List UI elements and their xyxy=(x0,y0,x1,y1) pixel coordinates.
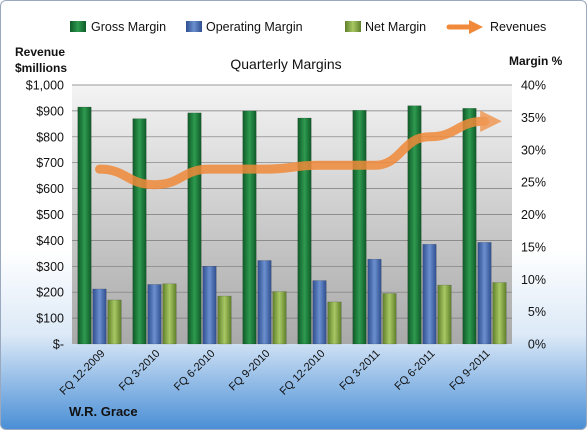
revenue-line xyxy=(95,110,502,190)
bar-gross-margin xyxy=(352,110,367,345)
bar-gross-margin xyxy=(77,106,92,345)
legend-item-revenues: Revenues xyxy=(446,20,546,34)
right-tick-label: 15% xyxy=(521,240,546,254)
legend-swatch-net-margin xyxy=(345,21,361,32)
bar-net-margin xyxy=(107,299,122,345)
bar-gross-margin xyxy=(297,117,312,345)
bar-operating-margin xyxy=(477,242,492,345)
legend-swatch-gross-margin xyxy=(70,21,86,32)
legend-item-net-margin: Net Margin xyxy=(345,20,426,34)
category-tick-label: FQ 12-2010 xyxy=(278,348,328,398)
chart-title: Quarterly Margins xyxy=(230,56,341,72)
category-tick-label: FQ 12-2009 xyxy=(58,348,108,398)
right-tick-label: 10% xyxy=(521,273,546,287)
company-label: W.R. Grace xyxy=(69,404,138,419)
category-tick-label: FQ 6-2011 xyxy=(393,348,438,393)
bar-gross-margin xyxy=(242,110,257,345)
left-axis-label-line2: $millions xyxy=(15,61,67,75)
left-tick-label: $400 xyxy=(36,234,64,248)
bar-operating-margin xyxy=(312,280,327,345)
left-tick-label: $1,000 xyxy=(26,79,64,93)
right-tick-label: 40% xyxy=(521,79,546,93)
legend-label-revenues: Revenues xyxy=(490,20,546,34)
right-axis-ticks: 0% 5% 10% 15% 20% 25% 30% 35% 40% xyxy=(521,79,546,352)
legend-swatch-operating-margin xyxy=(186,21,202,32)
left-tick-label: $900 xyxy=(36,104,64,118)
category-ticks: FQ 12-2009 FQ 3-2010 FQ 6-2010 FQ 9-2010 FQ … xyxy=(58,348,493,398)
left-tick-label: $100 xyxy=(36,312,64,326)
bar-net-margin xyxy=(327,301,342,345)
bar-series xyxy=(77,105,507,345)
right-axis-label: Margin % xyxy=(509,54,563,68)
bar-net-margin xyxy=(217,295,232,345)
category-tick-label: FQ 9-2011 xyxy=(448,348,493,393)
category-tick-label: FQ 3-2010 xyxy=(117,348,163,394)
bar-operating-margin xyxy=(422,244,437,345)
legend-item-operating-margin: Operating Margin xyxy=(186,20,303,34)
legend-item-gross-margin: Gross Margin xyxy=(70,20,166,34)
bar-operating-margin xyxy=(147,284,162,345)
revenue-series xyxy=(95,110,502,190)
bar-operating-margin xyxy=(367,258,382,345)
right-tick-label: 5% xyxy=(528,305,546,319)
left-tick-label: $600 xyxy=(36,182,64,196)
left-tick-label: $- xyxy=(53,338,64,352)
bar-gross-margin xyxy=(187,112,202,345)
bar-operating-margin xyxy=(257,260,272,345)
legend: Gross Margin Operating Margin Net Margin… xyxy=(70,20,546,34)
bar-net-margin xyxy=(437,284,452,345)
bar-net-margin xyxy=(162,283,177,345)
legend-label-operating-margin: Operating Margin xyxy=(206,20,303,34)
bar-gross-margin xyxy=(407,105,422,345)
right-tick-label: 20% xyxy=(521,208,546,222)
left-tick-label: $500 xyxy=(36,208,64,222)
category-tick-label: FQ 9-2010 xyxy=(227,348,273,394)
left-tick-label: $800 xyxy=(36,130,64,144)
bar-operating-margin xyxy=(92,288,107,345)
left-axis-ticks: $- $100 $200 $300 $400 $500 $600 $700 $800 $900 $1… xyxy=(26,79,64,352)
left-tick-label: $700 xyxy=(36,156,64,170)
category-tick-label: FQ 6-2010 xyxy=(172,348,218,394)
right-tick-label: 25% xyxy=(521,176,546,190)
bar-net-margin xyxy=(382,293,397,345)
legend-arrow-revenues xyxy=(469,20,483,34)
right-tick-label: 0% xyxy=(528,338,546,352)
left-axis-label-line1: Revenue xyxy=(15,45,65,59)
bar-net-margin xyxy=(492,282,507,345)
bar-net-margin xyxy=(272,291,287,345)
legend-label-gross-margin: Gross Margin xyxy=(91,20,166,34)
right-tick-label: 35% xyxy=(521,111,546,125)
legend-label-net-margin: Net Margin xyxy=(365,20,426,34)
left-tick-label: $300 xyxy=(36,260,64,274)
bar-gross-margin xyxy=(132,118,147,345)
right-tick-label: 30% xyxy=(521,143,546,157)
bar-operating-margin xyxy=(202,266,217,345)
bar-gross-margin xyxy=(462,108,477,345)
left-tick-label: $200 xyxy=(36,286,64,300)
category-tick-label: FQ 3-2011 xyxy=(338,348,383,393)
